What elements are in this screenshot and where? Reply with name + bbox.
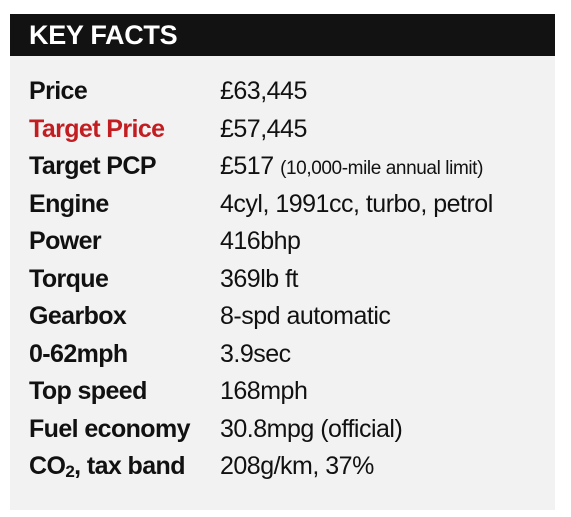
fact-value: 369lb ft (220, 264, 299, 293)
fact-label: Fuel economy (29, 414, 191, 443)
fact-row-torque: Torque 369lb ft (29, 261, 547, 299)
fact-row-price: Price £63,445 (29, 73, 547, 111)
fact-note: (10,000-mile annual limit) (280, 158, 483, 180)
key-facts-header: KEY FACTS (10, 14, 555, 56)
fact-row-co2-tax-band: CO2, tax band 208g/km, 37% (29, 448, 547, 486)
fact-label: Top speed (29, 377, 147, 406)
fact-row-fuel-economy: Fuel economy 30.8mpg (official) (29, 411, 547, 449)
fact-label: Price (29, 77, 88, 106)
fact-value: 416bhp (220, 227, 301, 256)
fact-label: Torque (29, 264, 109, 293)
fact-label: Target PCP (29, 152, 157, 181)
fact-row-power: Power 416bhp (29, 223, 547, 261)
fact-value-group: £517 (10,000-mile annual limit) (220, 152, 483, 181)
fact-label: Power (29, 227, 102, 256)
fact-row-target-pcp: Target PCP £517 (10,000-mile annual limi… (29, 148, 547, 186)
key-facts-panel: KEY FACTS Price £63,445 Target Price £57… (10, 14, 555, 510)
fact-label: Target Price (29, 114, 165, 143)
fact-label-subscript: 2 (65, 461, 75, 481)
fact-value: £57,445 (220, 114, 307, 143)
fact-row-target-price: Target Price £57,445 (29, 111, 547, 149)
fact-row-gearbox: Gearbox 8-spd automatic (29, 298, 547, 336)
fact-value: £63,445 (220, 77, 307, 106)
fact-label-rest: , tax band (74, 451, 185, 480)
key-facts-title: KEY FACTS (29, 19, 178, 50)
fact-label: CO2, tax band (29, 452, 220, 482)
fact-row-top-speed: Top speed 168mph (29, 373, 547, 411)
fact-value: 8-spd automatic (220, 302, 391, 331)
fact-label: Engine (29, 189, 109, 218)
fact-value: 3.9sec (220, 339, 291, 368)
fact-label-co: CO (29, 451, 66, 480)
fact-label: 0-62mph (29, 339, 128, 368)
fact-value: 168mph (220, 377, 308, 406)
fact-row-engine: Engine 4cyl, 1991cc, turbo, petrol (29, 186, 547, 224)
fact-value: 208g/km, 37% (220, 452, 374, 481)
fact-label: Gearbox (29, 302, 127, 331)
fact-value: 30.8mpg (official) (220, 414, 403, 443)
fact-row-acceleration: 0-62mph 3.9sec (29, 336, 547, 374)
fact-value: £517 (220, 152, 274, 181)
fact-value: 4cyl, 1991cc, turbo, petrol (220, 189, 493, 218)
key-facts-list: Price £63,445 Target Price £57,445 Targe… (29, 73, 547, 486)
